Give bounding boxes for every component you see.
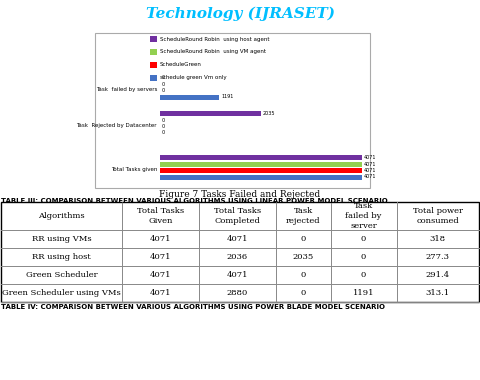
Text: 0: 0	[162, 117, 165, 122]
Text: Green Scheduler: Green Scheduler	[25, 271, 97, 279]
Bar	[150, 36, 157, 42]
Text: 4071: 4071	[150, 271, 171, 279]
Text: 0: 0	[162, 75, 165, 80]
Bar	[95, 33, 370, 188]
Text: 2035: 2035	[263, 111, 276, 116]
Text: 0: 0	[162, 81, 165, 87]
Text: 0: 0	[300, 271, 306, 279]
Text: 1191: 1191	[221, 95, 233, 100]
Text: 0: 0	[162, 88, 165, 93]
Text: 4071: 4071	[364, 174, 376, 179]
Text: Technology (IJRASET): Technology (IJRASET)	[145, 7, 335, 21]
Text: Task
failed by
server: Task failed by server	[346, 202, 382, 230]
Text: 4071: 4071	[150, 253, 171, 261]
Text: 0: 0	[162, 130, 165, 136]
Text: 4071: 4071	[227, 235, 248, 243]
Bar	[160, 111, 261, 116]
Text: ScheduleRound Robin  using host agent: ScheduleRound Robin using host agent	[160, 36, 269, 41]
Text: 2036: 2036	[227, 253, 248, 261]
Text: 4071: 4071	[364, 162, 376, 166]
Text: 0: 0	[361, 235, 366, 243]
Text: 0: 0	[361, 271, 366, 279]
Text: 4071: 4071	[364, 168, 376, 173]
Bar	[160, 95, 219, 100]
Text: Total power
consumed: Total power consumed	[413, 207, 463, 225]
Bar	[160, 162, 362, 166]
Text: RR using VMs: RR using VMs	[32, 235, 91, 243]
Text: Task
rejected: Task rejected	[286, 207, 321, 225]
Text: 0: 0	[300, 289, 306, 297]
Text: 0: 0	[162, 124, 165, 129]
Text: 4071: 4071	[364, 155, 376, 160]
Text: TABLE IV: COMPARISON BETWEEN VARIOUS ALGORITHMS USING POWER BLADE MODEL SCENARIO: TABLE IV: COMPARISON BETWEEN VARIOUS ALG…	[1, 304, 385, 310]
Text: Total Tasks given: Total Tasks given	[110, 167, 157, 172]
Text: Algorithms: Algorithms	[38, 212, 85, 220]
Text: 4071: 4071	[227, 271, 248, 279]
Bar	[1, 202, 479, 302]
Text: 4071: 4071	[150, 289, 171, 297]
Bar	[150, 75, 157, 81]
Text: ScheduleRound Robin  using VM agent: ScheduleRound Robin using VM agent	[160, 49, 266, 54]
Text: 0: 0	[361, 253, 366, 261]
Text: Green Scheduler using VMs: Green Scheduler using VMs	[2, 289, 121, 297]
Text: 0: 0	[300, 235, 306, 243]
Text: Total Tasks
Given: Total Tasks Given	[137, 207, 184, 225]
Text: 4071: 4071	[150, 235, 171, 243]
Text: 291.4: 291.4	[426, 271, 450, 279]
Text: RR using host: RR using host	[32, 253, 91, 261]
Text: schedule green Vm only: schedule green Vm only	[160, 76, 227, 81]
Text: Total Tasks
Completed: Total Tasks Completed	[214, 207, 261, 225]
Bar	[160, 155, 362, 160]
Text: Task  Rejected by Datacenter: Task Rejected by Datacenter	[76, 123, 157, 128]
Text: 313.1: 313.1	[426, 289, 450, 297]
Text: 318: 318	[430, 235, 446, 243]
Text: TABLE III: COMPARISON BETWEEN VARIOUS ALGORITHMS USING LINEAR POWER MODEL SCENAR: TABLE III: COMPARISON BETWEEN VARIOUS AL…	[1, 198, 388, 204]
Text: 2880: 2880	[227, 289, 248, 297]
Bar	[160, 168, 362, 173]
Bar	[150, 62, 157, 68]
Text: 2035: 2035	[292, 253, 314, 261]
Bar	[160, 174, 362, 179]
Text: 1191: 1191	[353, 289, 374, 297]
Bar	[150, 49, 157, 55]
Text: 277.3: 277.3	[426, 253, 450, 261]
Text: ScheduleGreen: ScheduleGreen	[160, 62, 202, 68]
Text: Figure 7 Tasks Failed and Rejected: Figure 7 Tasks Failed and Rejected	[159, 190, 321, 199]
Text: Task  failed by servers: Task failed by servers	[96, 87, 157, 92]
